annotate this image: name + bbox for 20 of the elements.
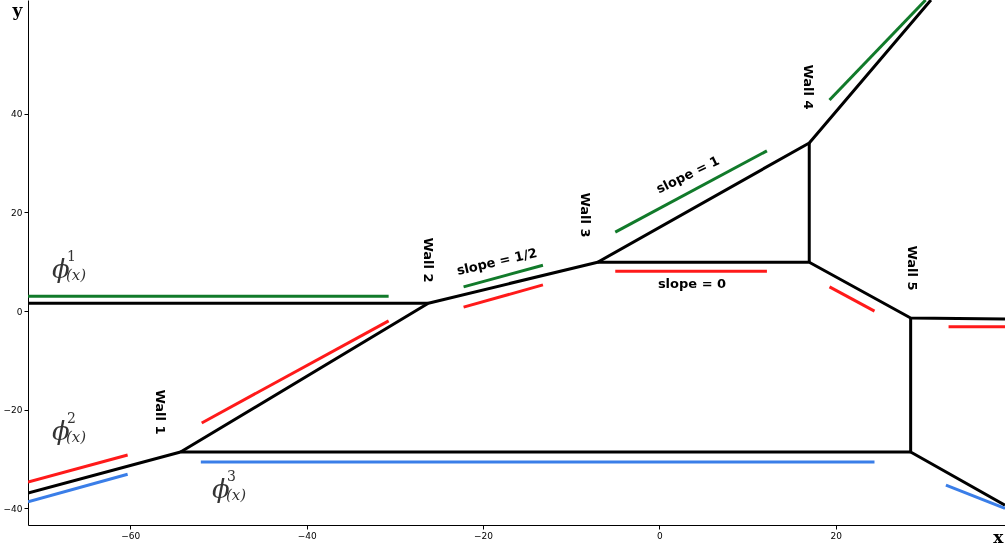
y-tick-label: 0	[16, 306, 23, 317]
annotation: Wall 5	[905, 245, 920, 291]
y-tick-label: −40	[3, 503, 23, 514]
y-tick-label: 40	[11, 109, 23, 120]
annotation: slope = 0	[657, 276, 727, 291]
y-tick-label: 20	[11, 207, 23, 218]
x-tick-label: 20	[830, 530, 843, 541]
annotation: Wall 4	[801, 64, 816, 110]
annotation: slope = 1/2	[455, 244, 539, 279]
annotation: Wall 1	[153, 389, 168, 435]
annotation: Wall 2	[421, 237, 436, 283]
y-axis-title: y	[11, 0, 24, 20]
annotation: Wall 3	[578, 192, 593, 238]
x-tick-label: −60	[121, 530, 141, 541]
x-tick-label: −40	[297, 530, 317, 541]
y-tick-label: −20	[3, 405, 23, 416]
annotation: slope = 1	[653, 152, 722, 197]
x-tick-label: −20	[473, 530, 494, 541]
x-axis-title: x	[993, 526, 1005, 544]
x-tick-label: 0	[656, 530, 663, 541]
